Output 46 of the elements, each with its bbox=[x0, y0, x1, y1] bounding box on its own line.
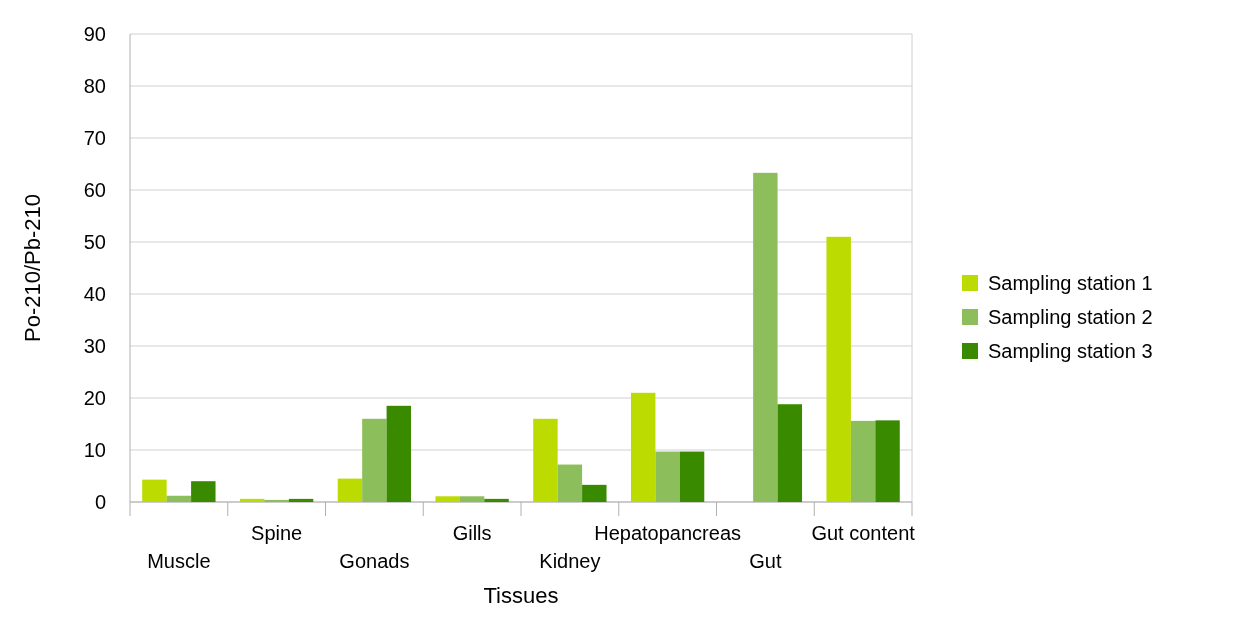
x-tick-label: Gills bbox=[452, 522, 492, 544]
y-tick-label: 30 bbox=[83, 335, 106, 357]
bar bbox=[777, 404, 803, 502]
x-tick-label: Spine bbox=[251, 522, 303, 544]
y-tick-label: 40 bbox=[83, 283, 106, 305]
x-axis-title: Tissues bbox=[483, 583, 559, 608]
y-tick-label: 50 bbox=[83, 231, 106, 253]
y-tick-label: 20 bbox=[83, 387, 106, 409]
y-tick-label: 80 bbox=[83, 75, 106, 97]
bar bbox=[191, 481, 216, 502]
y-tick-label: 60 bbox=[83, 179, 106, 201]
bar bbox=[875, 420, 900, 502]
y-tick-label: 90 bbox=[83, 23, 106, 45]
bar bbox=[337, 478, 363, 502]
bar bbox=[630, 392, 656, 502]
bar bbox=[655, 451, 680, 502]
bar bbox=[264, 499, 289, 502]
bar bbox=[484, 498, 509, 502]
x-tick-label: Gonads bbox=[339, 550, 410, 572]
legend-label: Sampling station 3 bbox=[988, 340, 1153, 362]
bar bbox=[362, 418, 387, 502]
bar bbox=[239, 498, 265, 502]
legend-label: Sampling station 2 bbox=[988, 306, 1153, 328]
y-tick-label: 0 bbox=[94, 491, 106, 513]
bar bbox=[557, 464, 583, 502]
bar bbox=[435, 496, 460, 502]
x-tick-label: Hepatopancreas bbox=[594, 522, 742, 544]
bar bbox=[753, 172, 778, 502]
bar bbox=[459, 496, 485, 502]
bar bbox=[826, 236, 851, 502]
bar bbox=[142, 479, 167, 502]
y-tick-label: 70 bbox=[83, 127, 106, 149]
x-tick-label: Muscle bbox=[147, 550, 211, 572]
x-tick-label: Gut bbox=[749, 550, 782, 572]
bar bbox=[533, 418, 558, 502]
bar bbox=[582, 484, 607, 502]
y-tick-label: 10 bbox=[83, 439, 106, 461]
x-tick-label: Gut content bbox=[811, 522, 916, 544]
legend-label: Sampling station 1 bbox=[988, 272, 1153, 294]
bar bbox=[679, 451, 705, 502]
bar bbox=[166, 495, 192, 502]
bar bbox=[850, 420, 876, 502]
bar bbox=[386, 405, 412, 502]
x-tick-label: Kidney bbox=[539, 550, 601, 572]
bar bbox=[288, 498, 314, 502]
y-axis-title: Po-210/Pb-210 bbox=[20, 194, 45, 342]
